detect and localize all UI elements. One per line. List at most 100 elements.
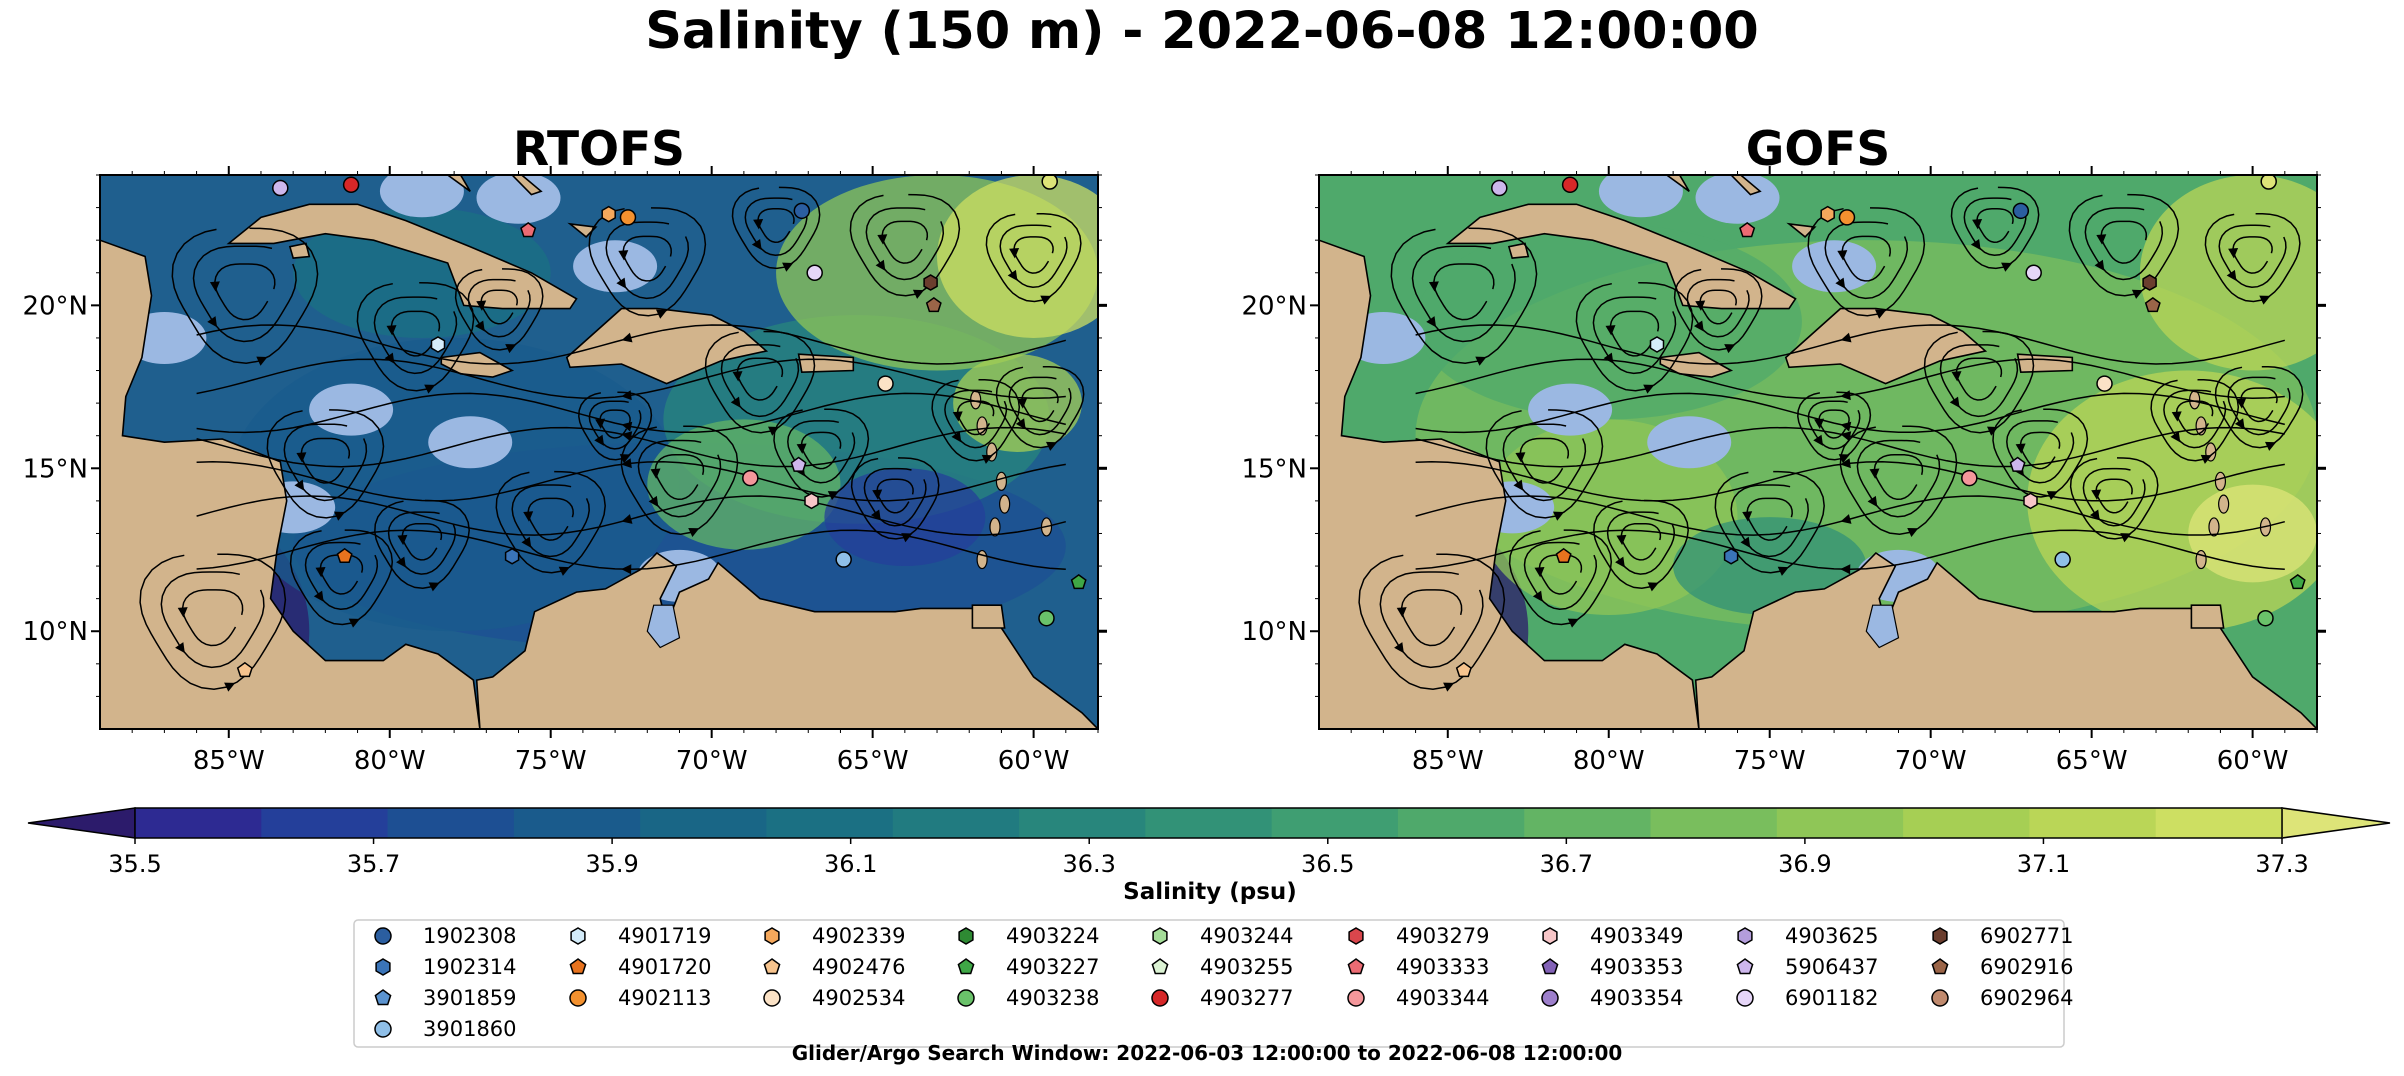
rtofs-float-marker-5 <box>793 202 811 220</box>
gofs-streamline-arrow-12 <box>1534 567 1545 578</box>
rtofs-streamline-arrow-6 <box>476 300 487 311</box>
gofs-float-marker-19 <box>1455 661 1472 678</box>
gofs-float-marker-2 <box>1739 221 1756 238</box>
legend-label: 3901859 <box>423 986 517 1010</box>
gofs-streamline-41 <box>1950 186 2040 270</box>
gofs-streamline-14 <box>1508 529 1613 626</box>
colorbar-segment-5 <box>766 808 894 838</box>
legend-marker-4903277 <box>1151 989 1169 1007</box>
rtofs-streamline-arrow-27 <box>796 443 807 454</box>
gofs-streamline-arrow-16 <box>1615 556 1625 568</box>
rtofs-streamline-arrow-9 <box>296 452 307 463</box>
gofs-float-marker-10 <box>2096 375 2113 392</box>
legend-label: 4902339 <box>812 924 906 948</box>
gofs-landmass-0 <box>1445 203 1797 310</box>
gofs-streamline-0 <box>1433 263 1495 321</box>
rtofs-streamline-22 <box>637 439 722 518</box>
gofs-streamline-arrow-56 <box>1838 454 1850 464</box>
gofs-streamline-62 <box>1415 358 2285 399</box>
gofs-streamline-arrow-57 <box>1840 564 1851 575</box>
rtofs-streamline-arrow-3 <box>386 325 397 336</box>
rtofs-panel-title: RTOFS <box>513 122 685 177</box>
rtofs-streamline-arrow-37 <box>616 277 627 289</box>
rtofs-streamline-arrow-5 <box>424 384 436 394</box>
rtofs-streamline-arrow-15 <box>397 534 408 546</box>
legend-label: 3901860 <box>423 1017 517 1041</box>
gofs-streamline-60 <box>1415 426 2285 468</box>
gofs-float-marker-5 <box>2012 202 2030 220</box>
rtofs-streamline-arrow-44 <box>912 289 925 299</box>
gofs-island-4 <box>2218 494 2230 514</box>
gofs-streamline-arrow-62 <box>1840 390 1851 401</box>
gofs-streamline-arrow-13 <box>1532 590 1543 602</box>
legend-label: 6902964 <box>1980 986 2074 1010</box>
rtofs-streamline-43 <box>865 207 945 281</box>
rtofs-streamline-55 <box>588 400 642 450</box>
colorbar-segment-16 <box>2155 808 2283 838</box>
gofs-float-marker-3 <box>1820 205 1835 223</box>
legend-label: 4903333 <box>1396 955 1490 979</box>
legend-label: 4903279 <box>1396 924 1490 948</box>
rtofs-streamline-0 <box>214 263 276 321</box>
gofs-float-marker-20 <box>2260 175 2277 190</box>
colorbar-tick-label: 36.3 <box>1063 850 1116 878</box>
gofs-streamline-arrow-39 <box>1972 219 1983 230</box>
gofs-streamline-48 <box>2240 387 2278 423</box>
legend-marker-4902113 <box>569 989 587 1007</box>
gofs-streamline-44 <box>2068 193 2180 297</box>
figure-title: Salinity (150 m) - 2022-06-08 12:00:00 <box>645 2 1759 61</box>
gofs-streamline-arrow-29 <box>2046 491 2058 501</box>
rtofs-streamline-arrow-11 <box>333 511 346 521</box>
rtofs-landmass-7 <box>971 604 1006 629</box>
gofs-ticks: 85°W 80°W 75°W 70°W 65°W 60°W 20°N 15°N 10°N <box>1241 166 2326 776</box>
rtofs-streamline-8 <box>454 268 544 351</box>
rtofs-streamline-arrow-16 <box>396 556 406 568</box>
colorbar-segment-7 <box>1019 808 1147 838</box>
gofs-y-tick-label: 10°N <box>1241 617 1307 647</box>
gofs-streamline-arrow-37 <box>1835 277 1846 289</box>
gofs-float-marker-17 <box>2257 609 2274 627</box>
gofs-streamline-25 <box>1939 344 2019 418</box>
gofs-panel: GOFS 85°W 80°W 75°W 70°W 65°W 60°W 20°N 15°N 10°… <box>1241 122 2326 776</box>
rtofs-panel: RTOFS 85°W 80°W 75°W 70°W 65°W 60°W 20°N 15°N 10… <box>22 122 1107 776</box>
gofs-streamline-8 <box>1673 268 1763 351</box>
colorbar-segment-14 <box>1903 808 2031 838</box>
rtofs-streamline-arrow-21 <box>650 468 661 479</box>
gofs-float-marker-4 <box>1838 209 1856 226</box>
colorbar-tick-label: 36.5 <box>1301 850 1354 878</box>
rtofs-streamline-arrow-24 <box>732 371 743 382</box>
colorbar-segment-2 <box>387 808 515 838</box>
rtofs-streamline-arrow-63 <box>621 332 633 343</box>
rtofs-float-marker-15 <box>504 547 520 565</box>
rtofs-streamline-4 <box>373 296 458 375</box>
gofs-streamline-arrow-6 <box>1695 300 1706 311</box>
gofs-float-marker-12 <box>1961 469 1978 487</box>
gofs-streamline-32 <box>2069 457 2159 540</box>
rtofs-streamline-arrow-10 <box>294 479 305 491</box>
colorbar-segment-4 <box>640 808 768 838</box>
gofs-x-tick-label: 75°W <box>1734 746 1806 776</box>
legend-marker-4903625 <box>1737 927 1753 945</box>
legend-marker-1902314 <box>375 958 391 976</box>
rtofs-streamline-41 <box>731 186 821 270</box>
rtofs-streamline-arrow-25 <box>730 396 741 408</box>
legend-marker-3901860 <box>374 1020 392 1038</box>
colorbar-tick-label: 36.1 <box>824 850 877 878</box>
gofs-streamline-arrow-47 <box>2259 295 2271 305</box>
gofs-streamline-arrow-59 <box>1840 458 1851 469</box>
legend-marker-4903224 <box>958 927 974 945</box>
rtofs-salinity-patch-7 <box>824 468 986 567</box>
rtofs-land <box>100 175 1098 729</box>
legend-marker-4903244 <box>1152 927 1168 945</box>
gofs-axes-frame <box>1318 174 2318 730</box>
rtofs-float-marker-20 <box>1041 175 1058 190</box>
rtofs-streamline-arrow-23 <box>688 527 700 538</box>
legend-label: 6902916 <box>1980 955 2074 979</box>
rtofs-streamline-48 <box>1021 387 1059 423</box>
gofs-landmass-5 <box>1319 239 1700 729</box>
gofs-streamline-12 <box>1538 554 1583 595</box>
legend-label: 4903255 <box>1200 955 1294 979</box>
gofs-shelf-4 <box>1695 175 1780 224</box>
legend: 1902308 1902314 3901859 3901860 4901719 49017… <box>353 919 2074 1048</box>
rtofs-float-marker-10 <box>877 375 894 392</box>
